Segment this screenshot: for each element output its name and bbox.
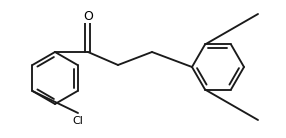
Text: O: O	[83, 10, 93, 22]
Text: Cl: Cl	[73, 116, 84, 126]
